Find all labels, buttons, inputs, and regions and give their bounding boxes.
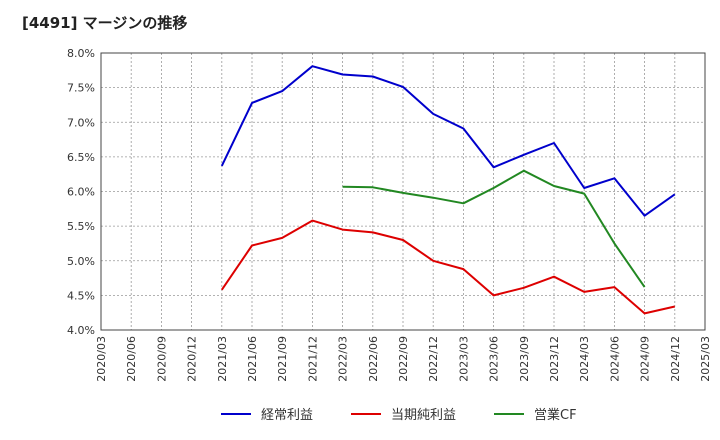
x-tick-label: 2020/09 (155, 336, 168, 382)
series-lines (220, 65, 676, 315)
x-tick-label: 2023/06 (488, 336, 501, 382)
x-tick-label: 2021/06 (246, 336, 259, 382)
legend-label-3: 営業CF (534, 407, 577, 423)
x-tick-label: 2023/09 (518, 336, 531, 382)
y-tick-label: 8.0% (67, 47, 95, 60)
x-tick-label: 2024/09 (639, 336, 652, 382)
x-tick-label: 2020/03 (95, 336, 108, 382)
legend: 経常利益 当期純利益 営業CF (221, 407, 577, 423)
legend-label-1: 経常利益 (261, 408, 313, 423)
y-tick-label: 4.5% (67, 289, 95, 302)
chart-title: [4491] マージンの推移 (22, 14, 188, 32)
plot-frame (100, 52, 706, 331)
x-tick-label: 2020/12 (186, 336, 199, 382)
x-tick-label: 2023/03 (457, 336, 470, 382)
x-tick-label: 2024/03 (578, 336, 591, 382)
y-axis-ticks: 4.0% 4.5% 5.0% 5.5% 6.0% 6.5% 7.0% 7.5% 8.0% (67, 47, 95, 337)
x-tick-label: 2021/12 (306, 336, 319, 382)
x-tick-label: 2021/03 (216, 336, 229, 382)
series-line-2 (220, 219, 676, 315)
x-axis-ticks: 2020/03 2020/06 2020/09 2020/12 2021/03 2021/… (95, 336, 712, 382)
series-line-1 (220, 65, 676, 217)
legend-label-2: 当期純利益 (391, 408, 456, 423)
y-tick-label: 5.5% (67, 220, 95, 233)
series-line-3 (342, 169, 646, 288)
y-tick-label: 6.0% (67, 186, 95, 199)
x-tick-label: 2022/09 (397, 336, 410, 382)
x-tick-label: 2025/03 (699, 336, 712, 382)
y-tick-label: 7.5% (67, 82, 95, 95)
y-tick-label: 6.5% (67, 151, 95, 164)
x-tick-label: 2020/06 (125, 336, 138, 382)
x-tick-label: 2022/12 (427, 336, 440, 382)
y-tick-label: 7.0% (67, 116, 95, 129)
x-tick-label: 2022/06 (367, 336, 380, 382)
grid-lines (101, 53, 705, 330)
x-tick-label: 2023/12 (548, 336, 561, 382)
x-tick-label: 2024/06 (608, 336, 621, 382)
x-tick-label: 2021/09 (276, 336, 289, 382)
y-tick-label: 4.0% (67, 324, 95, 337)
x-tick-label: 2024/12 (669, 336, 682, 382)
x-tick-label: 2022/03 (337, 336, 350, 382)
y-tick-label: 5.0% (67, 255, 95, 268)
